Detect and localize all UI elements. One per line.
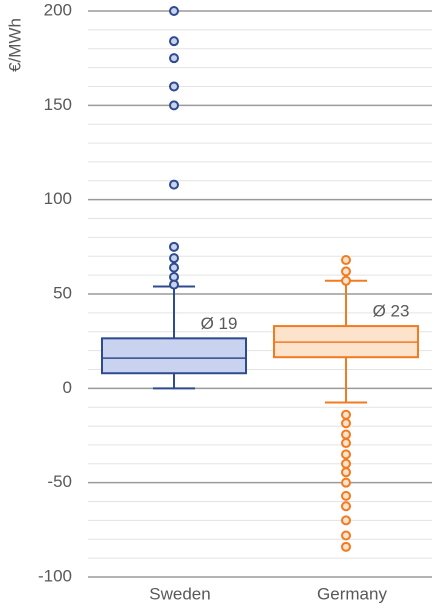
y-tick-label: 150 — [44, 95, 72, 114]
mean-label: Ø 19 — [201, 314, 238, 333]
outlier — [169, 100, 179, 111]
x-tick-label: Germany — [317, 584, 387, 603]
outlier — [341, 541, 351, 552]
y-tick-label: -100 — [38, 566, 72, 585]
outlier — [169, 241, 179, 252]
outlier — [341, 477, 351, 488]
outlier — [341, 409, 351, 420]
outlier — [341, 418, 351, 429]
outlier — [341, 501, 351, 512]
box — [101, 337, 247, 375]
outlier — [169, 262, 179, 273]
outlier — [169, 6, 179, 16]
y-tick-label: 200 — [44, 0, 72, 19]
y-tick-label: 100 — [44, 189, 72, 208]
outlier — [341, 530, 351, 541]
outlier — [341, 429, 351, 440]
outlier — [169, 53, 179, 64]
y-tick-label: 50 — [53, 283, 72, 302]
outlier — [169, 279, 179, 290]
outlier — [341, 515, 351, 526]
outlier — [169, 179, 179, 190]
outlier — [169, 81, 179, 92]
outlier — [341, 438, 351, 449]
outlier — [169, 253, 179, 264]
outlier — [169, 36, 179, 47]
outlier — [341, 275, 351, 286]
outlier — [341, 266, 351, 277]
x-tick-label: Sweden — [149, 584, 210, 603]
outlier — [341, 255, 351, 266]
outlier — [341, 449, 351, 460]
y-axis-label: €/MWh — [5, 18, 24, 72]
y-tick-label: 0 — [63, 378, 72, 397]
y-tick-label: -50 — [47, 472, 72, 491]
outlier — [341, 458, 351, 469]
outlier — [341, 467, 351, 478]
outlier — [341, 490, 351, 501]
mean-label: Ø 23 — [373, 302, 410, 321]
